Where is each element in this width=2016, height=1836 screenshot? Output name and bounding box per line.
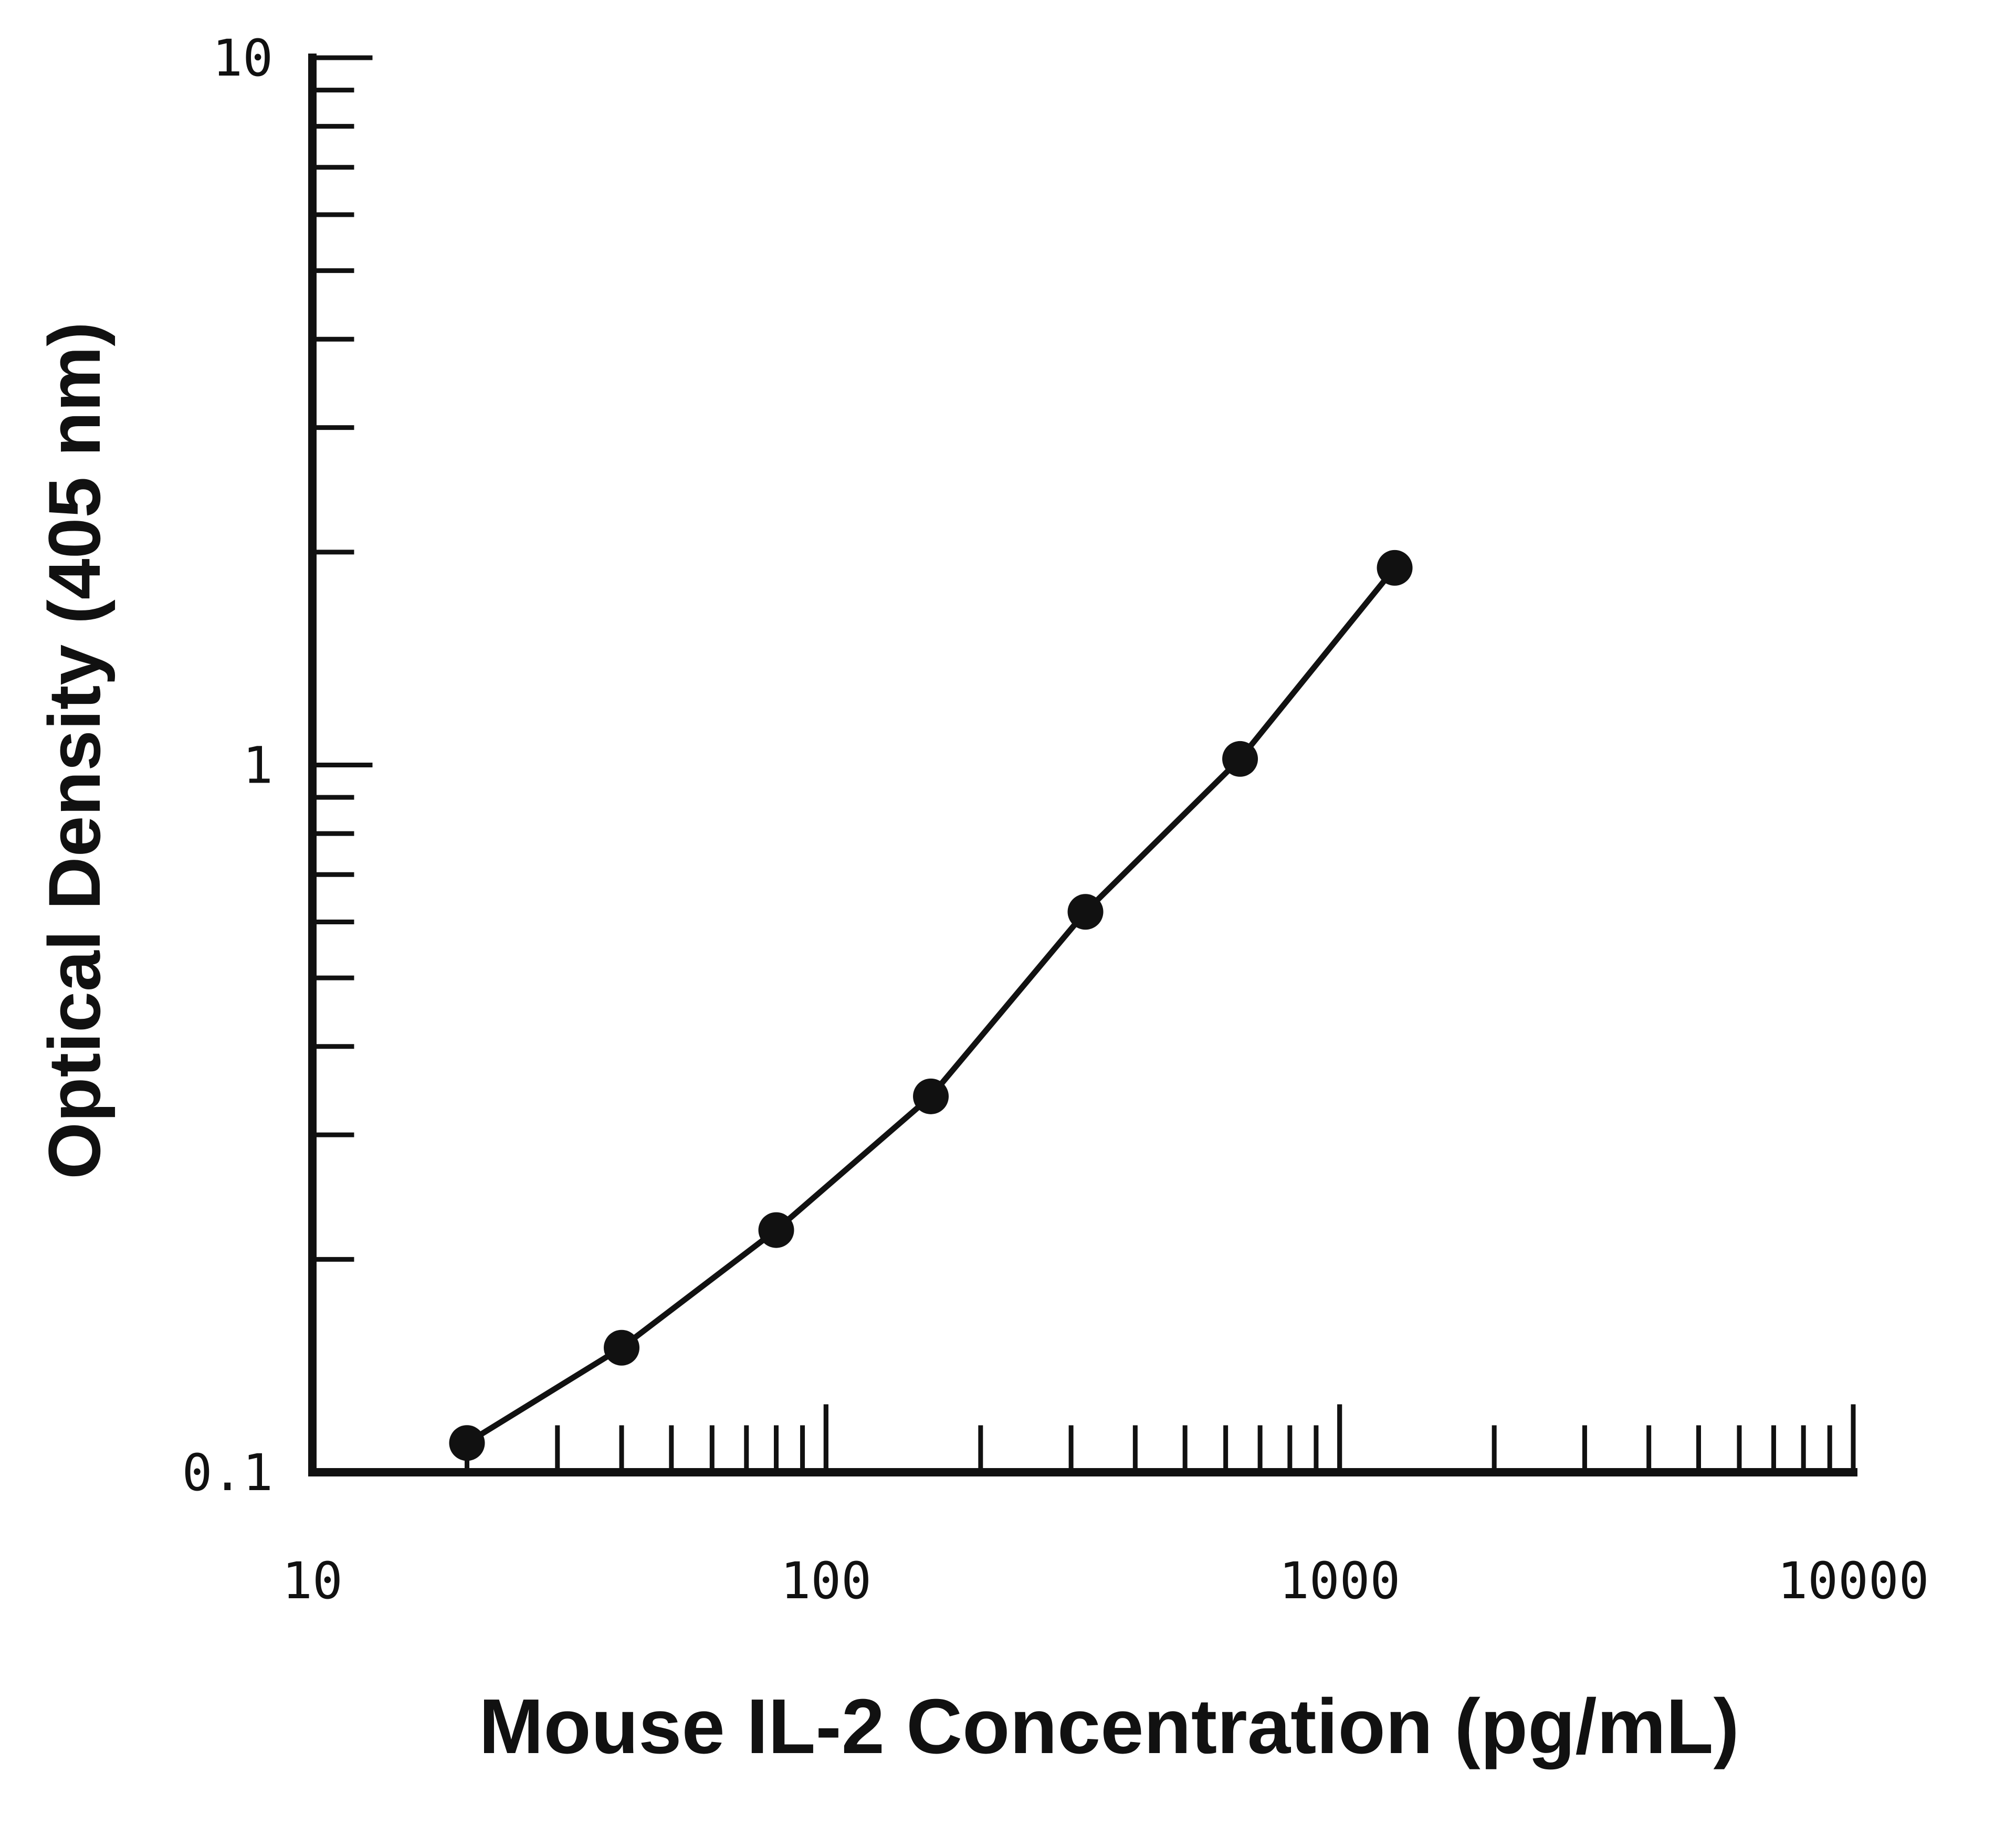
x-tick-label: 10 <box>282 1552 343 1610</box>
y-tick-label: 1 <box>243 736 273 795</box>
axes <box>308 54 1857 1476</box>
x-tick-label: 1000 <box>1279 1552 1400 1610</box>
y-tick-label: 0.1 <box>182 1443 273 1502</box>
data-point <box>1222 741 1258 777</box>
axis-ticks <box>310 55 1856 1475</box>
data-point <box>449 1425 485 1461</box>
y-axis-title: Optical Density (405 nm) <box>33 322 116 1179</box>
y-tick-label: 10 <box>212 29 273 88</box>
x-tick-label: 100 <box>781 1552 872 1610</box>
x-axis-title: Mouse IL-2 Concentration (pg/mL) <box>479 1683 1739 1770</box>
data-point <box>758 1212 794 1248</box>
series-line <box>464 565 1398 1446</box>
tick-labels: 10 100 1000 10000 0.1 1 10 <box>182 29 1929 1610</box>
data-points <box>449 550 1413 1461</box>
data-point <box>604 1329 640 1366</box>
x-tick-label: 10000 <box>1778 1552 1929 1610</box>
data-point <box>1377 550 1413 586</box>
data-point <box>1067 894 1104 930</box>
data-point <box>913 1078 949 1114</box>
